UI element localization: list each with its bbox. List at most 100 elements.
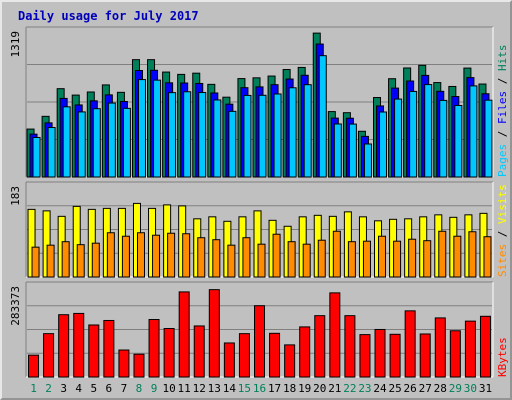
day-label-11: 11: [178, 382, 191, 395]
bar-kbytes-20: [314, 315, 326, 378]
bar-sites-30: [468, 231, 477, 278]
day-label-29: 29: [449, 382, 462, 395]
legend-item-kbytes: KBytes: [496, 337, 509, 377]
bar-pages-25: [394, 98, 403, 178]
bar-sites-28: [438, 230, 447, 278]
bar-pages-22: [348, 123, 357, 178]
bar-sites-19: [302, 243, 311, 278]
bar-sites-22: [347, 241, 356, 278]
day-label-7: 7: [121, 382, 128, 395]
panel-kbytes: 283373 KBytes: [9, 281, 509, 378]
bar-kbytes-17: [269, 332, 281, 378]
bar-sites-27: [423, 240, 432, 278]
bar-kbytes-3: [58, 314, 70, 378]
day-label-20: 20: [313, 382, 326, 395]
bar-sites-24: [378, 235, 387, 278]
legend-item-hits: Hits: [496, 45, 509, 72]
day-label-27: 27: [419, 382, 432, 395]
bar-sites-4: [76, 244, 85, 278]
bar-kbytes-14: [223, 342, 235, 378]
chart-title: Daily usage for July 2017: [18, 9, 199, 23]
bar-kbytes-5: [88, 324, 100, 378]
panel-visits_sites: 183 Sites / Visits: [9, 181, 509, 278]
bar-kbytes-1: [28, 354, 40, 378]
bar-sites-15: [242, 237, 251, 278]
bar-pages-28: [439, 99, 448, 178]
bar-sites-25: [393, 240, 402, 278]
bar-kbytes-11: [178, 291, 190, 378]
bar-sites-23: [362, 240, 371, 278]
bar-pages-4: [77, 111, 86, 178]
bar-kbytes-2: [43, 333, 55, 378]
day-label-30: 30: [464, 382, 477, 395]
day-label-23: 23: [358, 382, 371, 395]
bar-kbytes-31: [479, 315, 491, 378]
bar-pages-30: [469, 85, 478, 178]
bar-sites-21: [332, 230, 341, 278]
bar-kbytes-13: [208, 289, 220, 378]
day-label-17: 17: [268, 382, 281, 395]
bar-sites-2: [46, 244, 55, 278]
bar-pages-26: [409, 90, 418, 178]
bar-sites-10: [167, 232, 176, 278]
bar-sites-20: [317, 239, 326, 278]
bar-kbytes-26: [404, 310, 416, 378]
day-label-24: 24: [373, 382, 387, 395]
day-label-28: 28: [434, 382, 447, 395]
legend-item-visits: Visits: [496, 184, 509, 224]
bar-pages-3: [62, 106, 71, 178]
bar-kbytes-23: [359, 334, 371, 378]
bar-pages-8: [137, 79, 146, 178]
day-label-22: 22: [343, 382, 356, 395]
day-label-5: 5: [90, 382, 97, 395]
bar-sites-6: [106, 232, 115, 278]
bar-pages-10: [168, 92, 177, 178]
bar-pages-12: [198, 92, 207, 178]
bar-sites-5: [91, 242, 100, 278]
bar-kbytes-15: [238, 333, 250, 378]
bar-sites-9: [152, 234, 161, 278]
bar-kbytes-19: [299, 326, 311, 378]
day-label-12: 12: [193, 382, 206, 395]
day-label-14: 14: [223, 382, 237, 395]
panel-hits_files_pages: 1319 Pages / Files / Hits: [9, 26, 509, 178]
day-label-6: 6: [106, 382, 113, 395]
bar-kbytes-16: [254, 305, 265, 378]
bar-sites-17: [272, 233, 281, 278]
bar-kbytes-10: [163, 328, 175, 378]
day-label-3: 3: [60, 382, 67, 395]
bar-kbytes-21: [329, 292, 341, 378]
bar-pages-15: [243, 94, 252, 178]
bar-pages-14: [228, 110, 237, 178]
bar-kbytes-9: [148, 319, 160, 378]
bar-pages-31: [484, 99, 493, 178]
bar-pages-5: [92, 108, 101, 178]
bar-sites-8: [136, 232, 145, 278]
bar-kbytes-7: [118, 349, 130, 378]
bar-sites-29: [453, 235, 462, 278]
bar-kbytes-28: [434, 317, 446, 378]
legend-item-pages: Pages: [496, 144, 509, 177]
y-max-label: 183: [9, 186, 22, 206]
day-label-26: 26: [404, 382, 417, 395]
legend-item-files: Files: [496, 91, 509, 124]
bar-sites-1: [31, 246, 40, 278]
bar-pages-16: [258, 94, 267, 178]
bar-pages-24: [379, 111, 388, 178]
day-label-18: 18: [283, 382, 296, 395]
bar-sites-16: [257, 243, 266, 278]
bar-pages-7: [122, 107, 131, 178]
day-label-4: 4: [75, 382, 82, 395]
day-label-31: 31: [479, 382, 492, 395]
day-label-15: 15: [238, 382, 251, 395]
bar-kbytes-18: [284, 344, 296, 378]
day-label-19: 19: [298, 382, 311, 395]
bar-sites-3: [61, 241, 70, 278]
legend: Sites / Visits: [496, 184, 509, 277]
bar-sites-26: [408, 238, 417, 278]
bar-pages-18: [288, 87, 297, 178]
bar-pages-23: [363, 143, 372, 178]
bar-kbytes-6: [103, 319, 115, 378]
bar-sites-31: [483, 236, 492, 278]
